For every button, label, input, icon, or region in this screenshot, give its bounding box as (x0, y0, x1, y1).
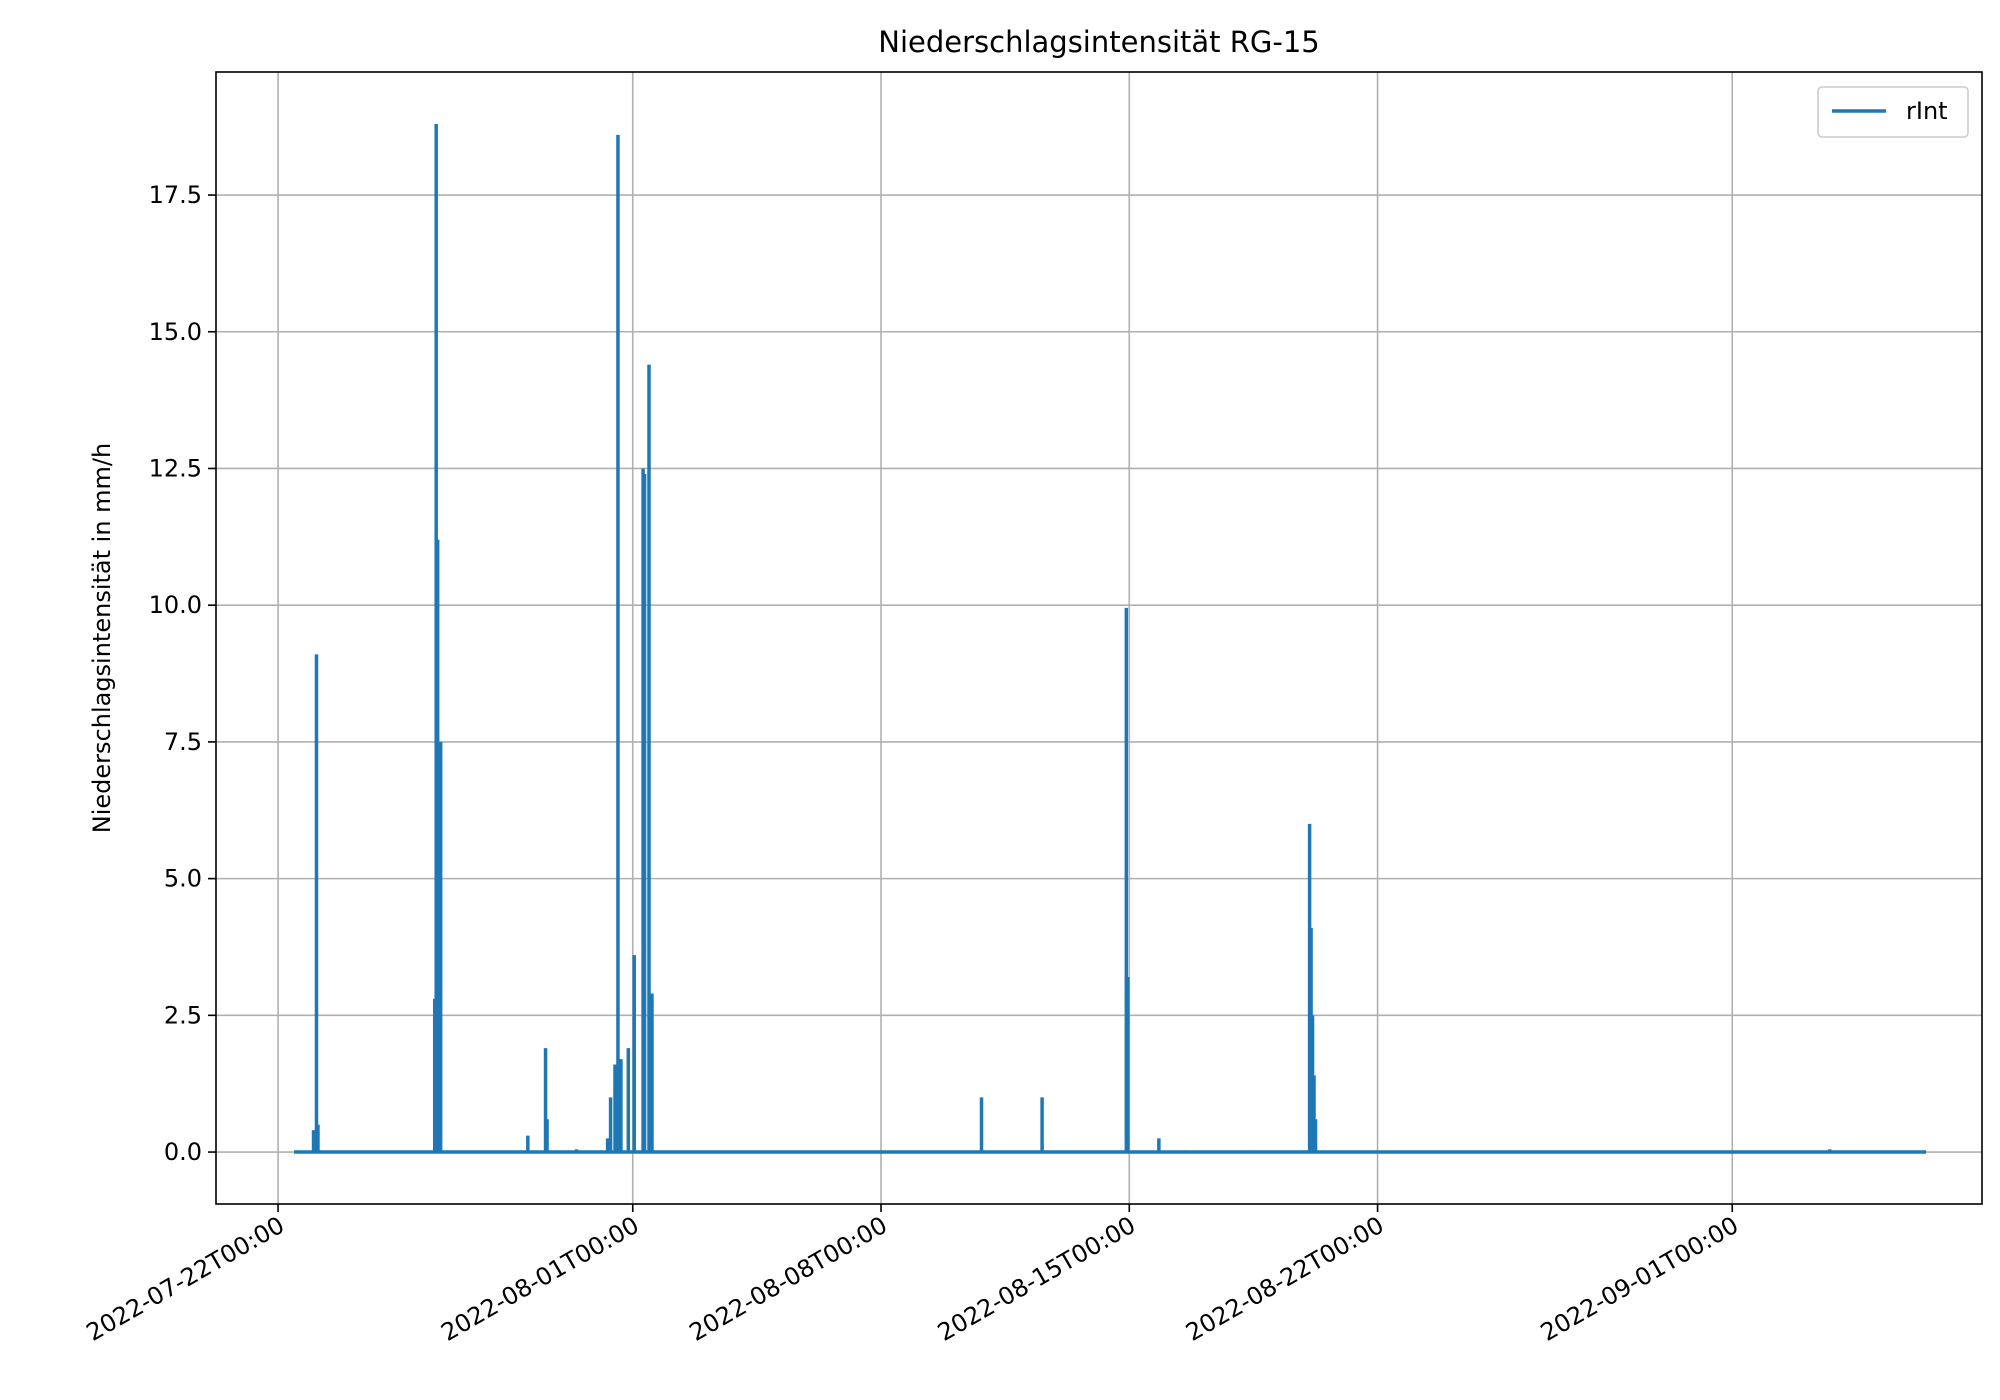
y-tick-label: 15.0 (149, 318, 202, 346)
y-tick-label: 0.0 (164, 1138, 202, 1166)
x-tick-label: 2022-08-01T00:00 (436, 1211, 643, 1347)
axis-ticks: 0.0 2.5 5.0 7.5 10.0 12.5 15.0 17.5 2022-07-22T0… (82, 181, 1744, 1347)
legend-label-rint: rInt (1906, 97, 1948, 125)
y-axis-title: Niederschlagsintensität in mm/h (88, 443, 116, 833)
x-tick-label: 2022-07-22T00:00 (82, 1211, 289, 1347)
x-tick-label: 2022-08-15T00:00 (933, 1211, 1140, 1347)
y-tick-label: 12.5 (149, 454, 202, 482)
y-tick-label: 2.5 (164, 1001, 202, 1029)
y-tick-label: 17.5 (149, 181, 202, 209)
x-tick-label: 2022-08-08T00:00 (685, 1211, 892, 1347)
plot-area (294, 123, 1927, 1154)
legend-box (1817, 86, 1969, 138)
x-tick-label: 2022-09-01T00:00 (1536, 1211, 1743, 1347)
grid-layer (216, 72, 1982, 1204)
axes-frame (215, 71, 1983, 1205)
legend: rInt (1817, 86, 1969, 138)
y-tick-label: 5.0 (164, 865, 202, 893)
y-tick-label: 7.5 (164, 728, 202, 756)
x-tick-label: 2022-08-22T00:00 (1181, 1211, 1388, 1347)
chart-title: Niederschlagsintensität RG-15 (878, 25, 1319, 59)
y-tick-label: 10.0 (149, 591, 202, 619)
